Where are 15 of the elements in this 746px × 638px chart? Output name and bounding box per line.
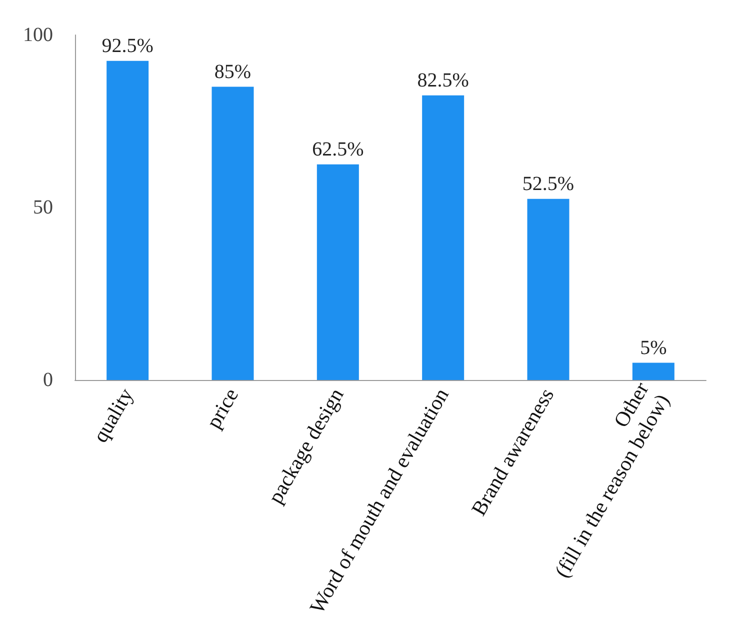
data-label: 92.5% — [102, 34, 154, 57]
data-label: 52.5% — [522, 172, 574, 195]
data-label: 82.5% — [417, 69, 469, 92]
bar — [632, 362, 674, 380]
data-label: 5% — [640, 336, 667, 359]
data-label: 62.5% — [312, 138, 364, 160]
bar — [106, 60, 149, 380]
y-tick-label: 100 — [23, 24, 53, 46]
y-tick-label: 0 — [43, 369, 53, 391]
bar — [212, 86, 254, 380]
bar — [422, 95, 464, 380]
bar — [527, 198, 570, 380]
y-tick-label: 50 — [33, 196, 53, 218]
data-label: 85% — [214, 60, 252, 83]
bar — [316, 164, 359, 380]
